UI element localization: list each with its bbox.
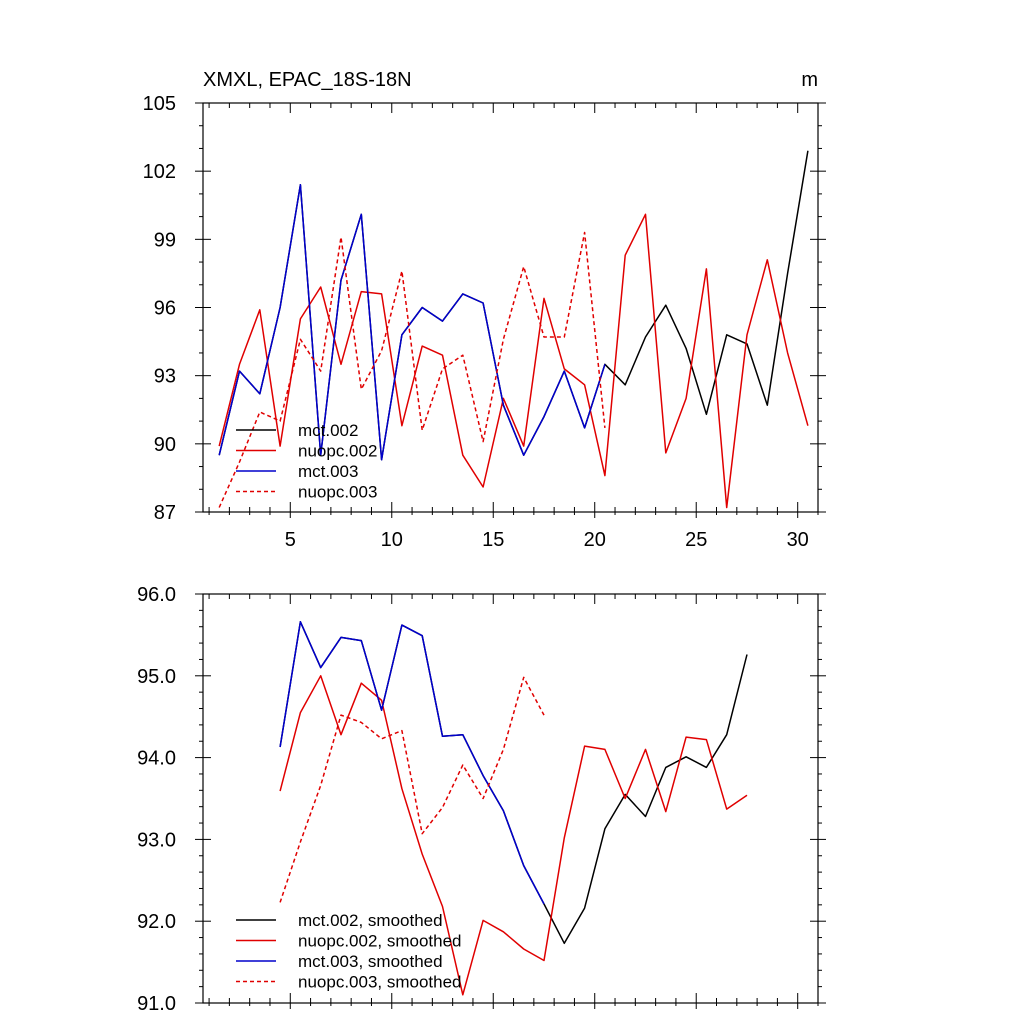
- top-y-tick-label: 105: [143, 93, 176, 115]
- top-series-line-nuopc-003: [218, 231, 606, 508]
- bottom-axes: 91.0 92.0 93.0 94.0 95.0 96.0: [137, 584, 826, 1015]
- top-x-tick-label: 10: [381, 529, 403, 551]
- bottom-series: [279, 621, 748, 996]
- top-legend-label: mct.002: [298, 421, 358, 440]
- bottom-y-tick-label: 94.0: [137, 748, 176, 770]
- bottom-plot-frame: [202, 593, 819, 1004]
- top-panel: XMXL, EPAC_18S-18N m 5 10 15 20 25 30 87 90 93 96…: [143, 69, 826, 551]
- bottom-y-tick-label: 96.0: [137, 584, 176, 606]
- top-axes: 5 10 15 20 25 30 87 90 93 96 99 102 105: [143, 93, 826, 551]
- top-series-line-mct-003: [218, 184, 606, 461]
- top-panel-title: XMXL, EPAC_18S-18N: [203, 69, 412, 91]
- top-x-tick-label: 30: [787, 529, 809, 551]
- top-series-line-nuopc-002: [218, 213, 809, 509]
- bottom-y-tick-label: 91.0: [137, 993, 176, 1015]
- top-legend-label: mct.003: [298, 462, 358, 481]
- bottom-panel: 91.0 92.0 93.0 94.0 95.0 96.0 mct.002, smooth…: [137, 584, 826, 1015]
- top-y-tick-label: 87: [154, 502, 176, 524]
- top-y-tick-label: 93: [154, 366, 176, 388]
- top-y-tick-label: 90: [154, 434, 176, 456]
- top-panel-units: m: [801, 69, 818, 91]
- bottom-legend-label: nuopc.002, smoothed: [298, 932, 462, 951]
- top-y-tick-label: 102: [143, 161, 176, 183]
- top-series: [218, 150, 809, 509]
- top-x-tick-label: 20: [584, 529, 606, 551]
- bottom-y-tick-label: 93.0: [137, 829, 176, 851]
- top-y-tick-label: 99: [154, 229, 176, 251]
- bottom-legend-label: mct.003, smoothed: [298, 952, 443, 971]
- bottom-series-line-nuopc-003-smoothed: [279, 676, 545, 903]
- bottom-legend-label: nuopc.003, smoothed: [298, 973, 462, 992]
- top-x-tick-label: 25: [685, 529, 707, 551]
- top-legend-label: nuopc.002: [298, 442, 377, 461]
- bottom-legend: mct.002, smoothed nuopc.002, smoothedmct.…: [236, 911, 462, 992]
- bottom-series-line-mct-003-smoothed: [279, 621, 545, 905]
- top-x-tick-label: 5: [285, 529, 296, 551]
- bottom-y-tick-label: 95.0: [137, 666, 176, 688]
- bottom-legend-label: mct.002, smoothed: [298, 911, 443, 930]
- top-y-tick-label: 96: [154, 298, 176, 320]
- bottom-y-tick-label: 92.0: [137, 911, 176, 933]
- top-x-tick-label: 15: [482, 529, 504, 551]
- bottom-series-line-nuopc-002-smoothed: [279, 675, 748, 996]
- top-legend-label: nuopc.003: [298, 483, 377, 502]
